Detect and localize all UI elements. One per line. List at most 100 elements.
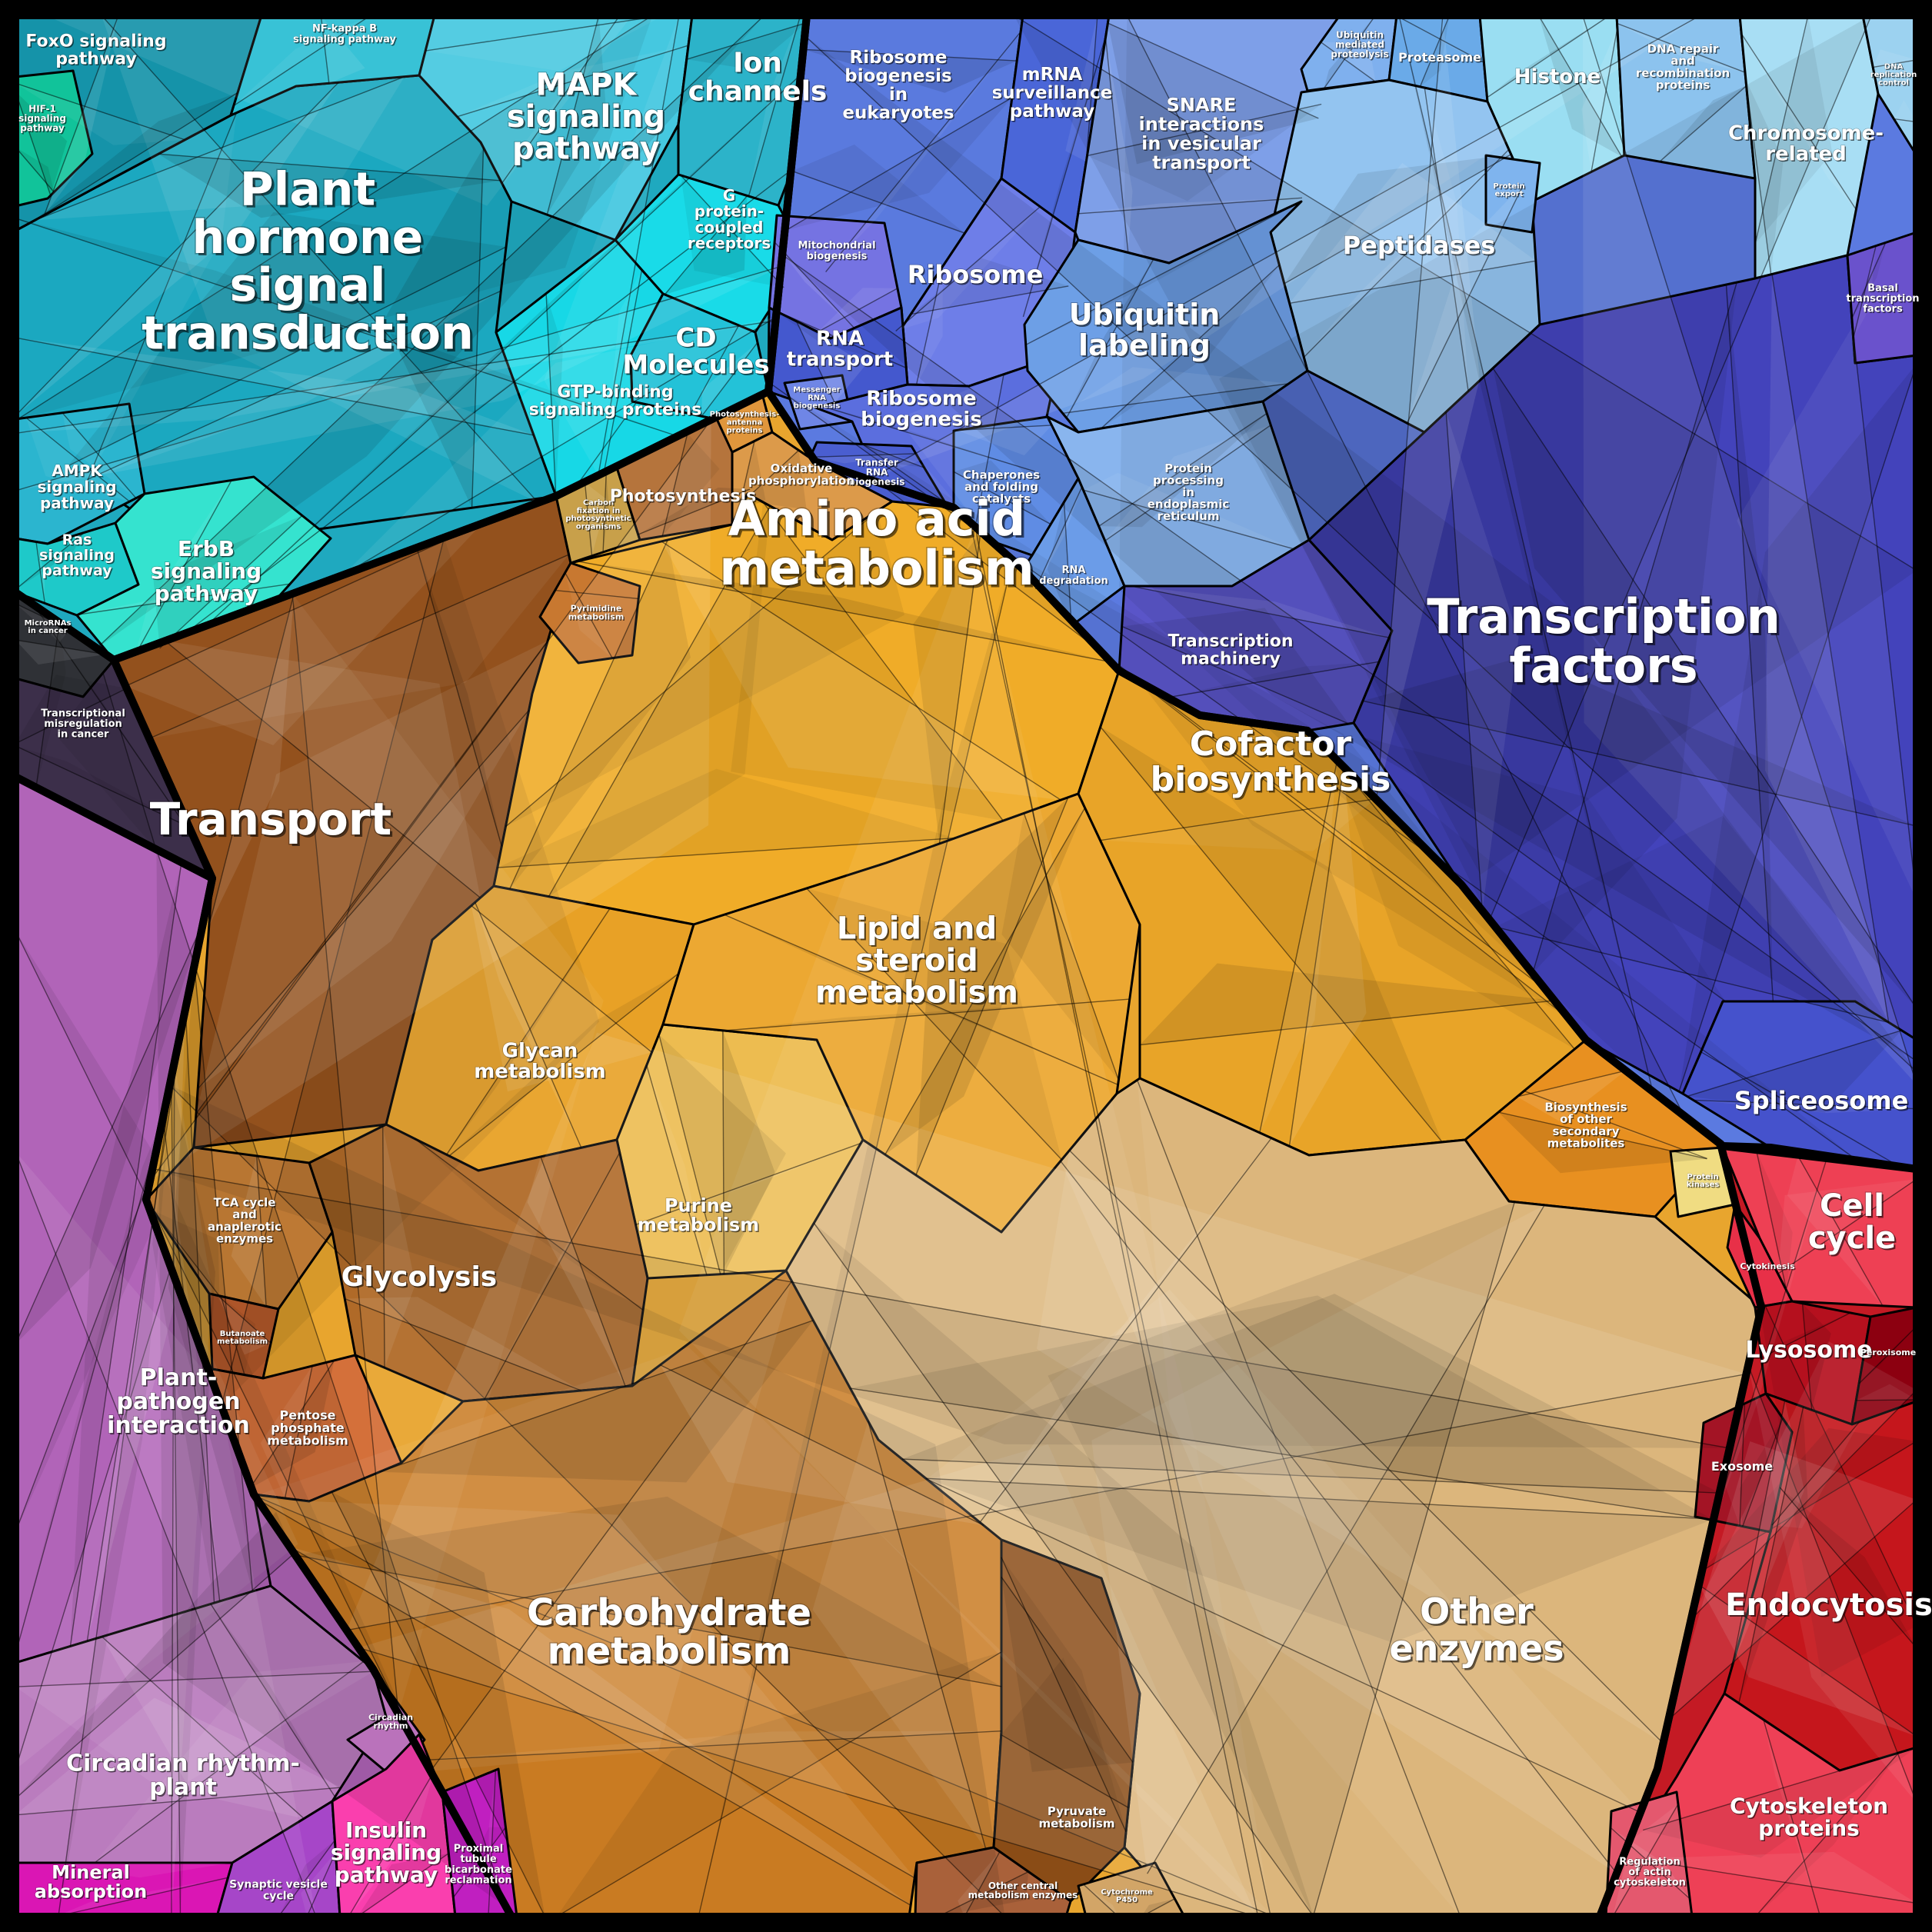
label-line: signaling proteins (530, 401, 703, 421)
label-line: and folding (964, 480, 1038, 494)
label-line: transcription (1846, 293, 1919, 305)
label-line: Oxidative (771, 461, 833, 475)
region-label-messenger-rna-biogenesis-shadow: Messenger RNA biogenesis (794, 387, 841, 411)
facet-line (87, 112, 238, 481)
region-label-basal-transcription-factors: Basal transcription factors (1846, 282, 1919, 315)
label-line: Exosome (1712, 1461, 1774, 1475)
region-label-mapk-signaling-pathway: MAPK signaling pathway (507, 67, 665, 166)
region-label-peptidases-shadow: Peptidases (1344, 232, 1497, 261)
facet-shade (1083, 472, 1294, 549)
facet-shade (231, 1155, 267, 1307)
region-label-erbb-signaling-pathway-shadow: ErbB signaling pathway (152, 537, 262, 607)
region-label-pyrimidine-metabolism: Pyrimidine metabolism (568, 603, 625, 621)
facet-line (1687, 1030, 1902, 1098)
facet-line (1742, 1417, 1784, 1527)
region-label-glycolysis: Glycolysis (341, 1261, 497, 1293)
label-line: MAPK (538, 69, 640, 105)
region-label-lipid-and-steroid-metabolism: Lipid and steroid metabolism (815, 911, 1018, 1010)
label-line: in cancer (28, 627, 68, 635)
region-label-circadian-rhythm-shadow: Circadian rhythm (369, 1714, 414, 1732)
facet-line (548, 505, 771, 898)
facet-line (1083, 489, 1294, 550)
label-line: signal (232, 261, 388, 315)
region-ubiquitin-labeling[interactable] (1023, 200, 1309, 434)
facet-shade (1062, 367, 1289, 414)
facet-line (158, 153, 501, 182)
region-label-mineral-absorption-shadow: Mineral absorption (35, 1863, 148, 1904)
region-pyrimidine-metabolism[interactable] (538, 561, 641, 665)
label-line: pathway (514, 133, 661, 168)
facet-line (416, 547, 502, 847)
label-line: biogenesis (794, 401, 841, 410)
label-line: metabolism (1040, 1817, 1116, 1831)
region-label-protein-export: Protein export (1493, 182, 1524, 198)
facet-line (162, 1117, 221, 1602)
region-label-mineral-absorption: Mineral absorption (35, 1862, 147, 1903)
region-label-circadian-rhythm-plant: Circadian rhythm-plant (66, 1750, 300, 1800)
label-line: Endocytosis (1725, 1587, 1932, 1623)
region-label-messenger-rna-biogenesis: Messenger RNA biogenesis (793, 386, 840, 411)
region-label-carbon-fixation-in-photosynthetic-organisms-shadow: Carbon fixation in photosynthetic organisms (567, 500, 632, 532)
label-line: absorption (35, 1882, 148, 1904)
region-protein-export[interactable] (1484, 154, 1541, 234)
facet-line (1754, 15, 1809, 245)
region-label-circadian-rhythm-plant-shadow: Circadian rhythm-plant (68, 1751, 301, 1802)
label-line: mRNA (1022, 65, 1083, 85)
facet-line (1139, 1000, 1555, 1046)
facet-shade (1581, 28, 1617, 172)
label-line: AMPK (52, 461, 103, 480)
label-line: pathway (55, 49, 137, 68)
label-line: kinases (1687, 1182, 1720, 1191)
label-line: Cytoskeleton (1730, 1793, 1888, 1818)
label-line: proteins (1657, 79, 1711, 93)
label-line: Protein (1494, 183, 1526, 192)
label-line: metabolism (815, 975, 1018, 1011)
label-line: proteins (728, 428, 764, 436)
region-label-glycan-metabolism: Glycan metabolism (474, 1039, 606, 1083)
facet-shade (221, 537, 600, 1406)
facet-line (1087, 103, 1322, 157)
label-line: enzymes (216, 1231, 273, 1245)
label-line: GTP-binding (557, 383, 673, 402)
region-label-glycan-metabolism-shadow: Glycan metabolism (475, 1041, 608, 1084)
facet-line (895, 206, 1041, 331)
label-line: receptors (688, 235, 771, 254)
label-line: MicroRNAs (25, 619, 72, 628)
label-line: Photosynthesis- (711, 411, 781, 420)
label-line: labeling (1080, 330, 1212, 364)
facet-line (953, 471, 1051, 525)
label-line: Circadian rhythm- (66, 1750, 300, 1777)
label-line: cycle (264, 1891, 295, 1904)
facet-shade (1856, 1384, 1917, 1401)
facet-line (1083, 1884, 1119, 1917)
facet-shade (1738, 1407, 1808, 1704)
facet-line (661, 541, 1061, 801)
facet-shade (1498, 1112, 1707, 1174)
facet-line (546, 15, 600, 215)
region-label-ion-channels-shadow: Ion channels (690, 48, 829, 108)
label-line: plant (151, 1775, 218, 1802)
facet-shade (658, 1034, 786, 1274)
facet-line (821, 405, 1035, 472)
facet-line (1700, 1051, 1900, 1168)
facet-shade (1756, 1286, 1917, 1677)
label-line: coupled (696, 219, 764, 238)
region-glycolysis[interactable] (308, 1123, 649, 1403)
label-line: Regulation (1619, 1856, 1680, 1867)
region-label-purine-metabolism-shadow: Purine metabolism (638, 1196, 760, 1237)
facet-line (1667, 1499, 1917, 1720)
label-line: Transcriptional (42, 709, 127, 721)
facet-line (1100, 798, 1376, 841)
region-label-endocytosis-shadow: Endocytosis (1727, 1589, 1932, 1624)
facet-line (979, 1138, 1272, 1523)
facet-line (35, 541, 45, 604)
region-label-mrna-surveillance-pathway: mRNA surveillance pathway (992, 65, 1113, 122)
facet-line (938, 1870, 1029, 1917)
label-line: biogenesis (849, 476, 905, 487)
facet-shade (544, 15, 679, 475)
label-line: Ion (734, 48, 784, 80)
label-line: and (1672, 55, 1697, 69)
facet-shade (791, 144, 965, 234)
region-label-ribosome-biogenesis-in-eukaryotes-shadow: Ribosome biogenesis in eukaryotes (844, 49, 955, 125)
